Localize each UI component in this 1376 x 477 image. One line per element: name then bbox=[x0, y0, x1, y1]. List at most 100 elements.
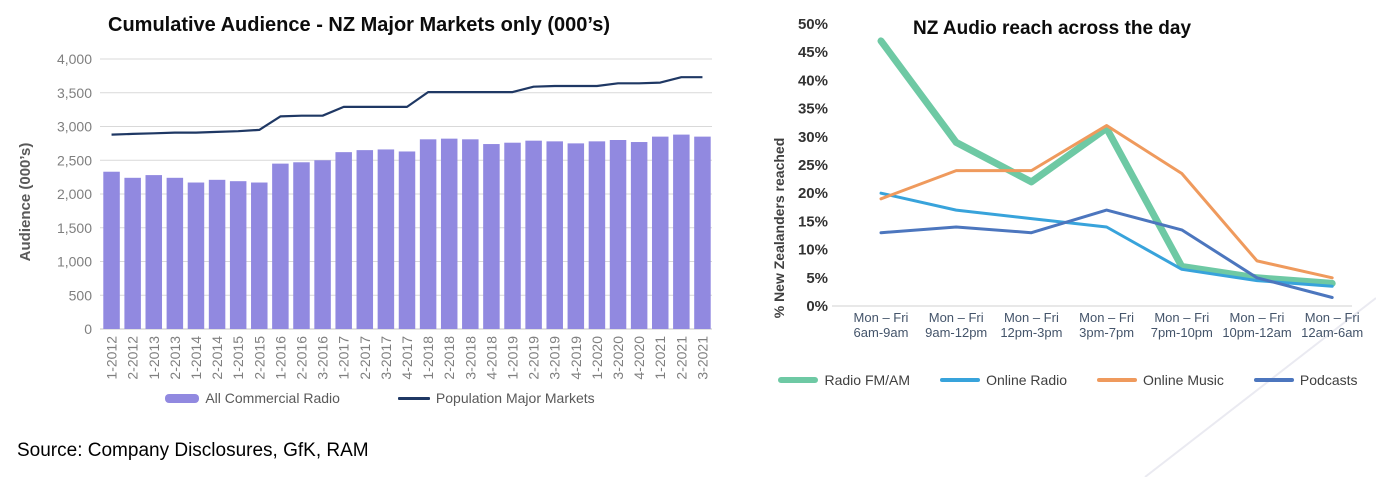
legend-label-podcasts: Podcasts bbox=[1299, 372, 1358, 388]
x-tick-label: 4-2018 bbox=[483, 336, 499, 380]
x-tick-label-time: 3pm-7pm bbox=[1079, 325, 1134, 340]
y-tick-label: 2,500 bbox=[57, 152, 92, 168]
x-tick-label: 2-2013 bbox=[167, 336, 183, 380]
x-tick-label: 1-2021 bbox=[652, 336, 668, 380]
x-tick-label-day: Mon – Fri bbox=[1305, 310, 1360, 325]
right-chart-title: NZ Audio reach across the day bbox=[913, 18, 1192, 39]
x-tick-label: 3-2018 bbox=[462, 336, 478, 380]
x-tick-label-time: 7pm-10pm bbox=[1151, 325, 1213, 340]
right-plot-area: 0% 5% 10% 15% 20% 25% 30% 35% 40% 45% 50% % New Zea… bbox=[771, 16, 1363, 340]
legend-item-all-commercial-radio: All Commercial Radio bbox=[165, 390, 340, 406]
bar bbox=[229, 181, 247, 329]
legend-item-online-music: Online Music bbox=[1097, 372, 1224, 388]
bar bbox=[314, 160, 331, 329]
bar bbox=[440, 138, 458, 329]
bar bbox=[398, 151, 416, 329]
series-line-podcasts bbox=[879, 208, 1334, 299]
line-swatch-icon bbox=[397, 396, 430, 400]
x-tick-label: 4-2020 bbox=[631, 336, 647, 380]
bar bbox=[462, 139, 479, 329]
bar bbox=[166, 177, 184, 329]
right-y-axis-title: % New Zealanders reached bbox=[771, 138, 787, 319]
x-tick-label: 1-2015 bbox=[230, 336, 246, 380]
x-tick-label: 1-2019 bbox=[505, 336, 521, 380]
bar bbox=[377, 149, 395, 329]
series-line-online-radio bbox=[879, 191, 1334, 288]
y-tick-label: 35% bbox=[798, 101, 828, 118]
x-tick-label: 3-2019 bbox=[547, 336, 563, 380]
bar bbox=[609, 140, 627, 329]
x-tick-label: 2-2016 bbox=[293, 336, 309, 380]
online-music-swatch-icon bbox=[1097, 378, 1137, 382]
bar bbox=[356, 150, 374, 329]
x-tick-label-day: Mon – Fri bbox=[929, 310, 984, 325]
y-tick-label: 5% bbox=[806, 270, 828, 287]
bar bbox=[694, 136, 711, 329]
x-tick-label: 1-2012 bbox=[104, 336, 120, 380]
legend-label-online-radio: Online Radio bbox=[986, 372, 1067, 388]
x-tick-label: 2-2012 bbox=[125, 336, 141, 380]
y-tick-label: 500 bbox=[69, 287, 93, 303]
bar bbox=[504, 142, 521, 329]
series-line-radio-fm-am bbox=[877, 37, 1336, 287]
y-tick-label: 20% bbox=[798, 185, 828, 202]
series-line-online-music bbox=[879, 124, 1334, 280]
x-tick-label: 2-2019 bbox=[526, 336, 542, 380]
bar bbox=[272, 163, 289, 329]
bar-swatch-icon bbox=[165, 393, 200, 403]
bar bbox=[251, 182, 268, 329]
x-tick-label: 3-2020 bbox=[610, 336, 626, 380]
bar bbox=[525, 140, 542, 329]
bar bbox=[208, 179, 226, 329]
x-tick-label: 4-2019 bbox=[568, 336, 584, 380]
bar bbox=[483, 144, 500, 329]
x-tick-label-time: 12am-6am bbox=[1301, 325, 1363, 340]
y-tick-label: 2,000 bbox=[57, 186, 92, 202]
x-tick-label: 1-2018 bbox=[420, 336, 436, 380]
bar bbox=[124, 177, 141, 329]
x-tick-label: 2-2018 bbox=[441, 336, 457, 380]
bar bbox=[419, 139, 437, 329]
x-tick-label-time: 9am-12pm bbox=[925, 325, 987, 340]
bar bbox=[630, 142, 648, 329]
y-tick-label: 40% bbox=[798, 72, 828, 89]
legend-label-online-music: Online Music bbox=[1143, 372, 1224, 388]
legend-item-podcasts: Podcasts bbox=[1253, 372, 1358, 388]
legend-label-population-major-markets: Population Major Markets bbox=[435, 390, 595, 406]
legend-item-online-radio: Online Radio bbox=[940, 372, 1067, 388]
x-tick-label-day: Mon – Fri bbox=[1079, 310, 1134, 325]
legend-item-radio-fm-am: Radio FM/AM bbox=[778, 372, 910, 388]
y-tick-label: 0 bbox=[84, 321, 92, 337]
bar bbox=[187, 182, 205, 329]
x-tick-label: 3-2017 bbox=[378, 336, 394, 380]
x-tick-label: 2-2015 bbox=[251, 336, 267, 380]
left-plot-area: 0 500 1,000 1,500 2,000 2,500 3,000 3,500 4,000 A… bbox=[17, 51, 712, 380]
y-tick-label: 50% bbox=[798, 16, 828, 33]
x-tick-label-day: Mon – Fri bbox=[854, 310, 909, 325]
bar bbox=[673, 134, 690, 329]
x-tick-label-day: Mon – Fri bbox=[1230, 310, 1285, 325]
y-tick-label: 1,500 bbox=[57, 220, 92, 236]
y-tick-label: 4,000 bbox=[57, 51, 92, 67]
bar bbox=[588, 141, 606, 329]
x-tick-label: 1-2017 bbox=[336, 336, 352, 380]
bar bbox=[145, 175, 163, 329]
y-tick-label: 10% bbox=[798, 242, 828, 259]
y-tick-label: 30% bbox=[798, 129, 828, 146]
x-tick-label: 1-2014 bbox=[188, 336, 204, 380]
x-tick-label-time: 10pm-12am bbox=[1222, 325, 1291, 340]
y-tick-label: 3,500 bbox=[57, 85, 92, 101]
x-tick-label: 3-2016 bbox=[315, 336, 331, 380]
bar bbox=[651, 136, 669, 329]
y-tick-label: 3,000 bbox=[57, 119, 92, 135]
y-tick-label: 25% bbox=[798, 157, 828, 174]
bar bbox=[103, 171, 120, 329]
bar bbox=[293, 162, 310, 329]
bar bbox=[567, 143, 585, 329]
left-chart-legend: All Commercial Radio Population Major Ma… bbox=[0, 390, 760, 406]
x-tick-label: 2-2014 bbox=[209, 336, 225, 380]
cumulative-audience-chart: Cumulative Audience - NZ Major Markets o… bbox=[0, 0, 760, 430]
x-tick-label-day: Mon – Fri bbox=[1004, 310, 1059, 325]
podcasts-swatch-icon bbox=[1253, 378, 1294, 382]
